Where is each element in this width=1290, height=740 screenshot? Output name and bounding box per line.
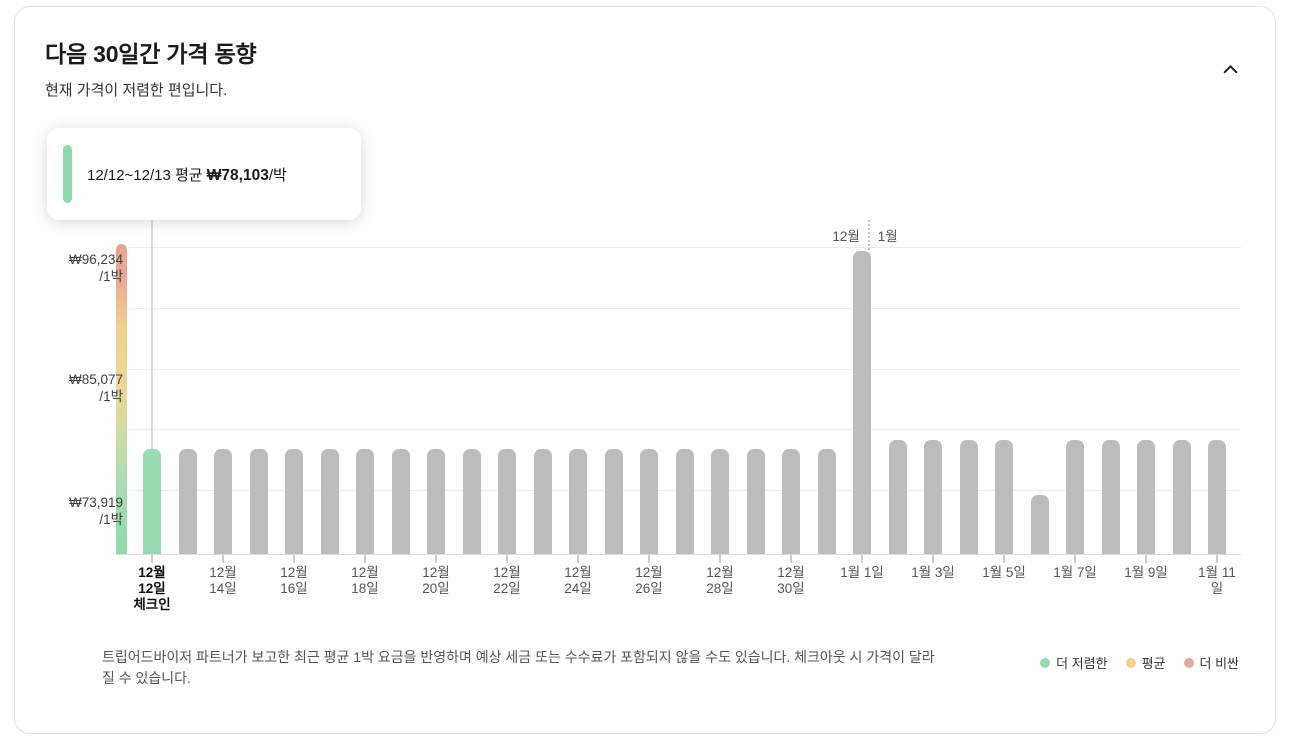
x-axis-tick: [577, 555, 579, 563]
price-bar-12월 16일[interactable]: [285, 449, 303, 554]
price-bar-1월 7일[interactable]: [1066, 440, 1084, 554]
cheaper-price-pill: [63, 145, 72, 203]
x-axis-label: 12월 26일: [635, 565, 663, 596]
y-axis-label-max: ₩96,234 /1박: [68, 252, 123, 284]
x-axis-tick: [1074, 555, 1076, 563]
gridline: [129, 247, 1241, 248]
price-disclaimer: 트립어드바이저 파트너가 보고한 최근 평균 1박 요금을 반영하며 예상 세금…: [102, 649, 935, 686]
x-axis-tick: [861, 555, 863, 563]
price-bar-12월 19일[interactable]: [391, 449, 410, 554]
collapse-panel-button[interactable]: [1207, 51, 1253, 91]
x-axis-tick: [293, 555, 295, 563]
price-bar-12월 13일[interactable]: [178, 449, 197, 554]
price-bar-1월 5일[interactable]: [995, 440, 1013, 554]
price-bar-1월 2일[interactable]: [888, 440, 907, 554]
price-bar-1월 10일[interactable]: [1172, 440, 1191, 554]
price-bar-12월 21일[interactable]: [462, 449, 481, 554]
x-axis-tick: [648, 555, 650, 563]
x-axis-line: [116, 554, 1241, 555]
price-tooltip: 12/12~12/13 평균 ₩78,103/박: [47, 128, 361, 220]
price-bar-12월 12일[interactable]: [143, 449, 161, 554]
y-axis-label-mid: ₩85,077 /1박: [68, 372, 123, 404]
x-axis-label: 12월 16일: [280, 565, 308, 596]
price-bar-1월 4일[interactable]: [959, 440, 978, 554]
price-bar-chart: ₩96,234 /1박 ₩85,077 /1박 ₩73,919 /1박 12월 …: [15, 7, 1277, 735]
chevron-up-icon: [1222, 61, 1239, 81]
x-axis-label: 1월 5일: [982, 565, 1026, 580]
x-axis-tick: [435, 555, 437, 563]
x-axis-label: 1월 3일: [911, 565, 955, 580]
price-bar-12월 29일[interactable]: [746, 449, 765, 554]
price-bar-12월 24일[interactable]: [569, 449, 587, 554]
x-axis-tick: [506, 555, 508, 563]
average-dot-icon: [1125, 657, 1136, 668]
legend-item-pricier: 더 비싼: [1183, 653, 1239, 672]
price-bar-12월 23일[interactable]: [533, 449, 552, 554]
x-axis-label: 12월 24일: [564, 565, 592, 596]
price-bar-1월 1일[interactable]: [853, 251, 871, 554]
x-axis-tick: [364, 555, 366, 563]
x-axis-label: 12월 14일: [209, 565, 237, 596]
x-axis-tick: [1145, 555, 1147, 563]
x-axis-tick: [1003, 555, 1005, 563]
month-label-december: 12월: [832, 229, 860, 244]
price-bar-12월 18일[interactable]: [356, 449, 374, 554]
legend-item-average: 평균: [1125, 653, 1166, 672]
gridline: [129, 308, 1241, 309]
month-divider-line: [867, 220, 870, 250]
x-axis-label: 1월 1일: [840, 565, 884, 580]
cheaper-dot-icon: [1040, 657, 1051, 668]
price-bar-12월 25일[interactable]: [604, 449, 623, 554]
price-bar-1월 6일[interactable]: [1030, 495, 1049, 554]
x-axis-label: 12월 20일: [422, 565, 450, 596]
x-axis-label: 12월 12일 체크인: [133, 565, 171, 612]
x-axis-tick: [932, 555, 934, 563]
x-axis-label: 1월 11 일: [1198, 565, 1236, 596]
price-bar-12월 22일[interactable]: [498, 449, 516, 554]
x-axis-tick: [1216, 555, 1218, 563]
month-label-january: 1월: [877, 229, 898, 244]
x-axis-tick: [151, 555, 153, 563]
pricier-dot-icon: [1183, 657, 1194, 668]
panel-subtitle: 현재 가격이 저렴한 편입니다.: [45, 82, 228, 99]
price-bar-12월 31일[interactable]: [817, 449, 836, 554]
x-axis-tick: [790, 555, 792, 563]
price-bar-12월 14일[interactable]: [214, 449, 232, 554]
tooltip-text: 12/12~12/13 평균 ₩78,103/박: [87, 166, 287, 184]
selected-date-line: [151, 220, 153, 554]
gridline: [129, 429, 1241, 430]
price-bar-1월 3일[interactable]: [924, 440, 942, 554]
x-axis-label: 12월 18일: [351, 565, 379, 596]
tooltip-price: ₩78,103: [206, 166, 269, 184]
price-bar-12월 15일[interactable]: [249, 449, 268, 554]
price-scale-gradient-bar: [116, 244, 127, 554]
x-axis-label: 12월 22일: [493, 565, 521, 596]
price-bar-1월 11일[interactable]: [1208, 440, 1226, 554]
price-bar-1월 8일[interactable]: [1101, 440, 1120, 554]
x-axis-tick: [222, 555, 224, 563]
x-axis-label: 1월 7일: [1053, 565, 1097, 580]
price-bar-12월 27일[interactable]: [675, 449, 694, 554]
x-axis-label: 12월 30일: [777, 565, 805, 596]
price-bar-12월 30일[interactable]: [782, 449, 800, 554]
price-bar-1월 9일[interactable]: [1137, 440, 1155, 554]
price-trend-panel: 다음 30일간 가격 동향 현재 가격이 저렴한 편입니다. ₩96,234 /…: [14, 6, 1276, 734]
price-bar-12월 28일[interactable]: [711, 449, 729, 554]
y-axis-label-min: ₩73,919 /1박: [68, 495, 123, 527]
price-bar-12월 26일[interactable]: [640, 449, 658, 554]
gridline: [129, 369, 1241, 370]
legend-item-cheaper: 더 저렴한: [1040, 653, 1108, 672]
price-bar-12월 20일[interactable]: [427, 449, 445, 554]
chart-legend: 더 저렴한 평균 더 비싼: [1040, 653, 1239, 672]
x-axis-label: 1월 9일: [1124, 565, 1168, 580]
x-axis-tick: [719, 555, 721, 563]
x-axis-label: 12월 28일: [706, 565, 734, 596]
price-bar-12월 17일[interactable]: [320, 449, 339, 554]
month-boundary: 12월 1월: [765, 219, 965, 251]
panel-title: 다음 30일간 가격 동향: [45, 41, 257, 67]
